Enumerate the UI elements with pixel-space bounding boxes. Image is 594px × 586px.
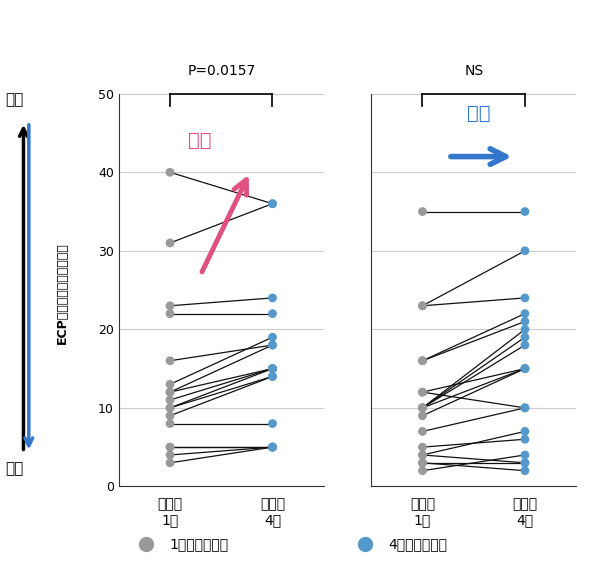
Point	[165, 442, 175, 452]
Point	[268, 442, 277, 452]
Point	[268, 332, 277, 342]
Point	[165, 356, 175, 366]
Point	[165, 403, 175, 413]
Point	[165, 403, 175, 413]
Point	[418, 427, 427, 436]
Point	[268, 372, 277, 381]
Text: P=0.0157: P=0.0157	[187, 64, 255, 78]
Point	[520, 340, 530, 350]
Text: 4月の検査結果: 4月の検査結果	[388, 537, 447, 551]
Point	[268, 442, 277, 452]
Point	[520, 427, 530, 436]
Point	[418, 403, 427, 413]
Text: 悪化: 悪化	[188, 131, 212, 151]
Point	[520, 293, 530, 302]
Point	[268, 442, 277, 452]
Text: 1月の検査結果: 1月の検査結果	[170, 537, 229, 551]
Point	[165, 301, 175, 311]
Point	[165, 380, 175, 389]
Point	[418, 301, 427, 311]
Point	[418, 458, 427, 468]
Point	[418, 411, 427, 420]
Point	[268, 419, 277, 428]
Point	[165, 168, 175, 177]
Point	[418, 403, 427, 413]
Point	[520, 246, 530, 255]
Point	[520, 317, 530, 326]
Point	[520, 364, 530, 373]
Point	[165, 387, 175, 397]
Point	[520, 325, 530, 334]
Point	[520, 435, 530, 444]
Point	[165, 411, 175, 420]
Point	[165, 458, 175, 468]
Text: 良い: 良い	[6, 461, 24, 476]
Point	[520, 403, 530, 413]
Point	[268, 442, 277, 452]
Point	[520, 364, 530, 373]
Point	[165, 387, 175, 397]
Point	[418, 387, 427, 397]
Point	[418, 301, 427, 311]
Point	[268, 309, 277, 318]
Text: 悪い: 悪い	[6, 92, 24, 107]
Point	[520, 364, 530, 373]
Point	[418, 207, 427, 216]
Point	[520, 458, 530, 468]
Point	[268, 372, 277, 381]
Point	[268, 199, 277, 209]
Point	[520, 450, 530, 459]
Point	[268, 340, 277, 350]
Text: ECP値（アレルギー指標）: ECP値（アレルギー指標）	[56, 242, 69, 344]
Point	[520, 207, 530, 216]
Point	[520, 309, 530, 318]
Text: 維持: 維持	[467, 104, 491, 123]
Point	[165, 309, 175, 318]
Point	[268, 364, 277, 373]
Point	[165, 450, 175, 459]
Point	[268, 364, 277, 373]
Point	[165, 239, 175, 248]
Point	[268, 340, 277, 350]
Point	[418, 403, 427, 413]
Point	[418, 450, 427, 459]
Point	[418, 450, 427, 459]
Text: NS: NS	[464, 64, 484, 78]
Point	[165, 442, 175, 452]
Point	[268, 364, 277, 373]
Point	[418, 442, 427, 452]
Point	[520, 403, 530, 413]
Point	[165, 419, 175, 428]
Point	[418, 458, 427, 468]
Point	[520, 332, 530, 342]
Point	[520, 458, 530, 468]
Point	[268, 293, 277, 302]
Point	[418, 356, 427, 366]
Point	[520, 466, 530, 475]
Point	[418, 356, 427, 366]
Point	[418, 387, 427, 397]
Point	[418, 403, 427, 413]
Point	[165, 396, 175, 405]
Point	[268, 199, 277, 209]
Point	[418, 466, 427, 475]
